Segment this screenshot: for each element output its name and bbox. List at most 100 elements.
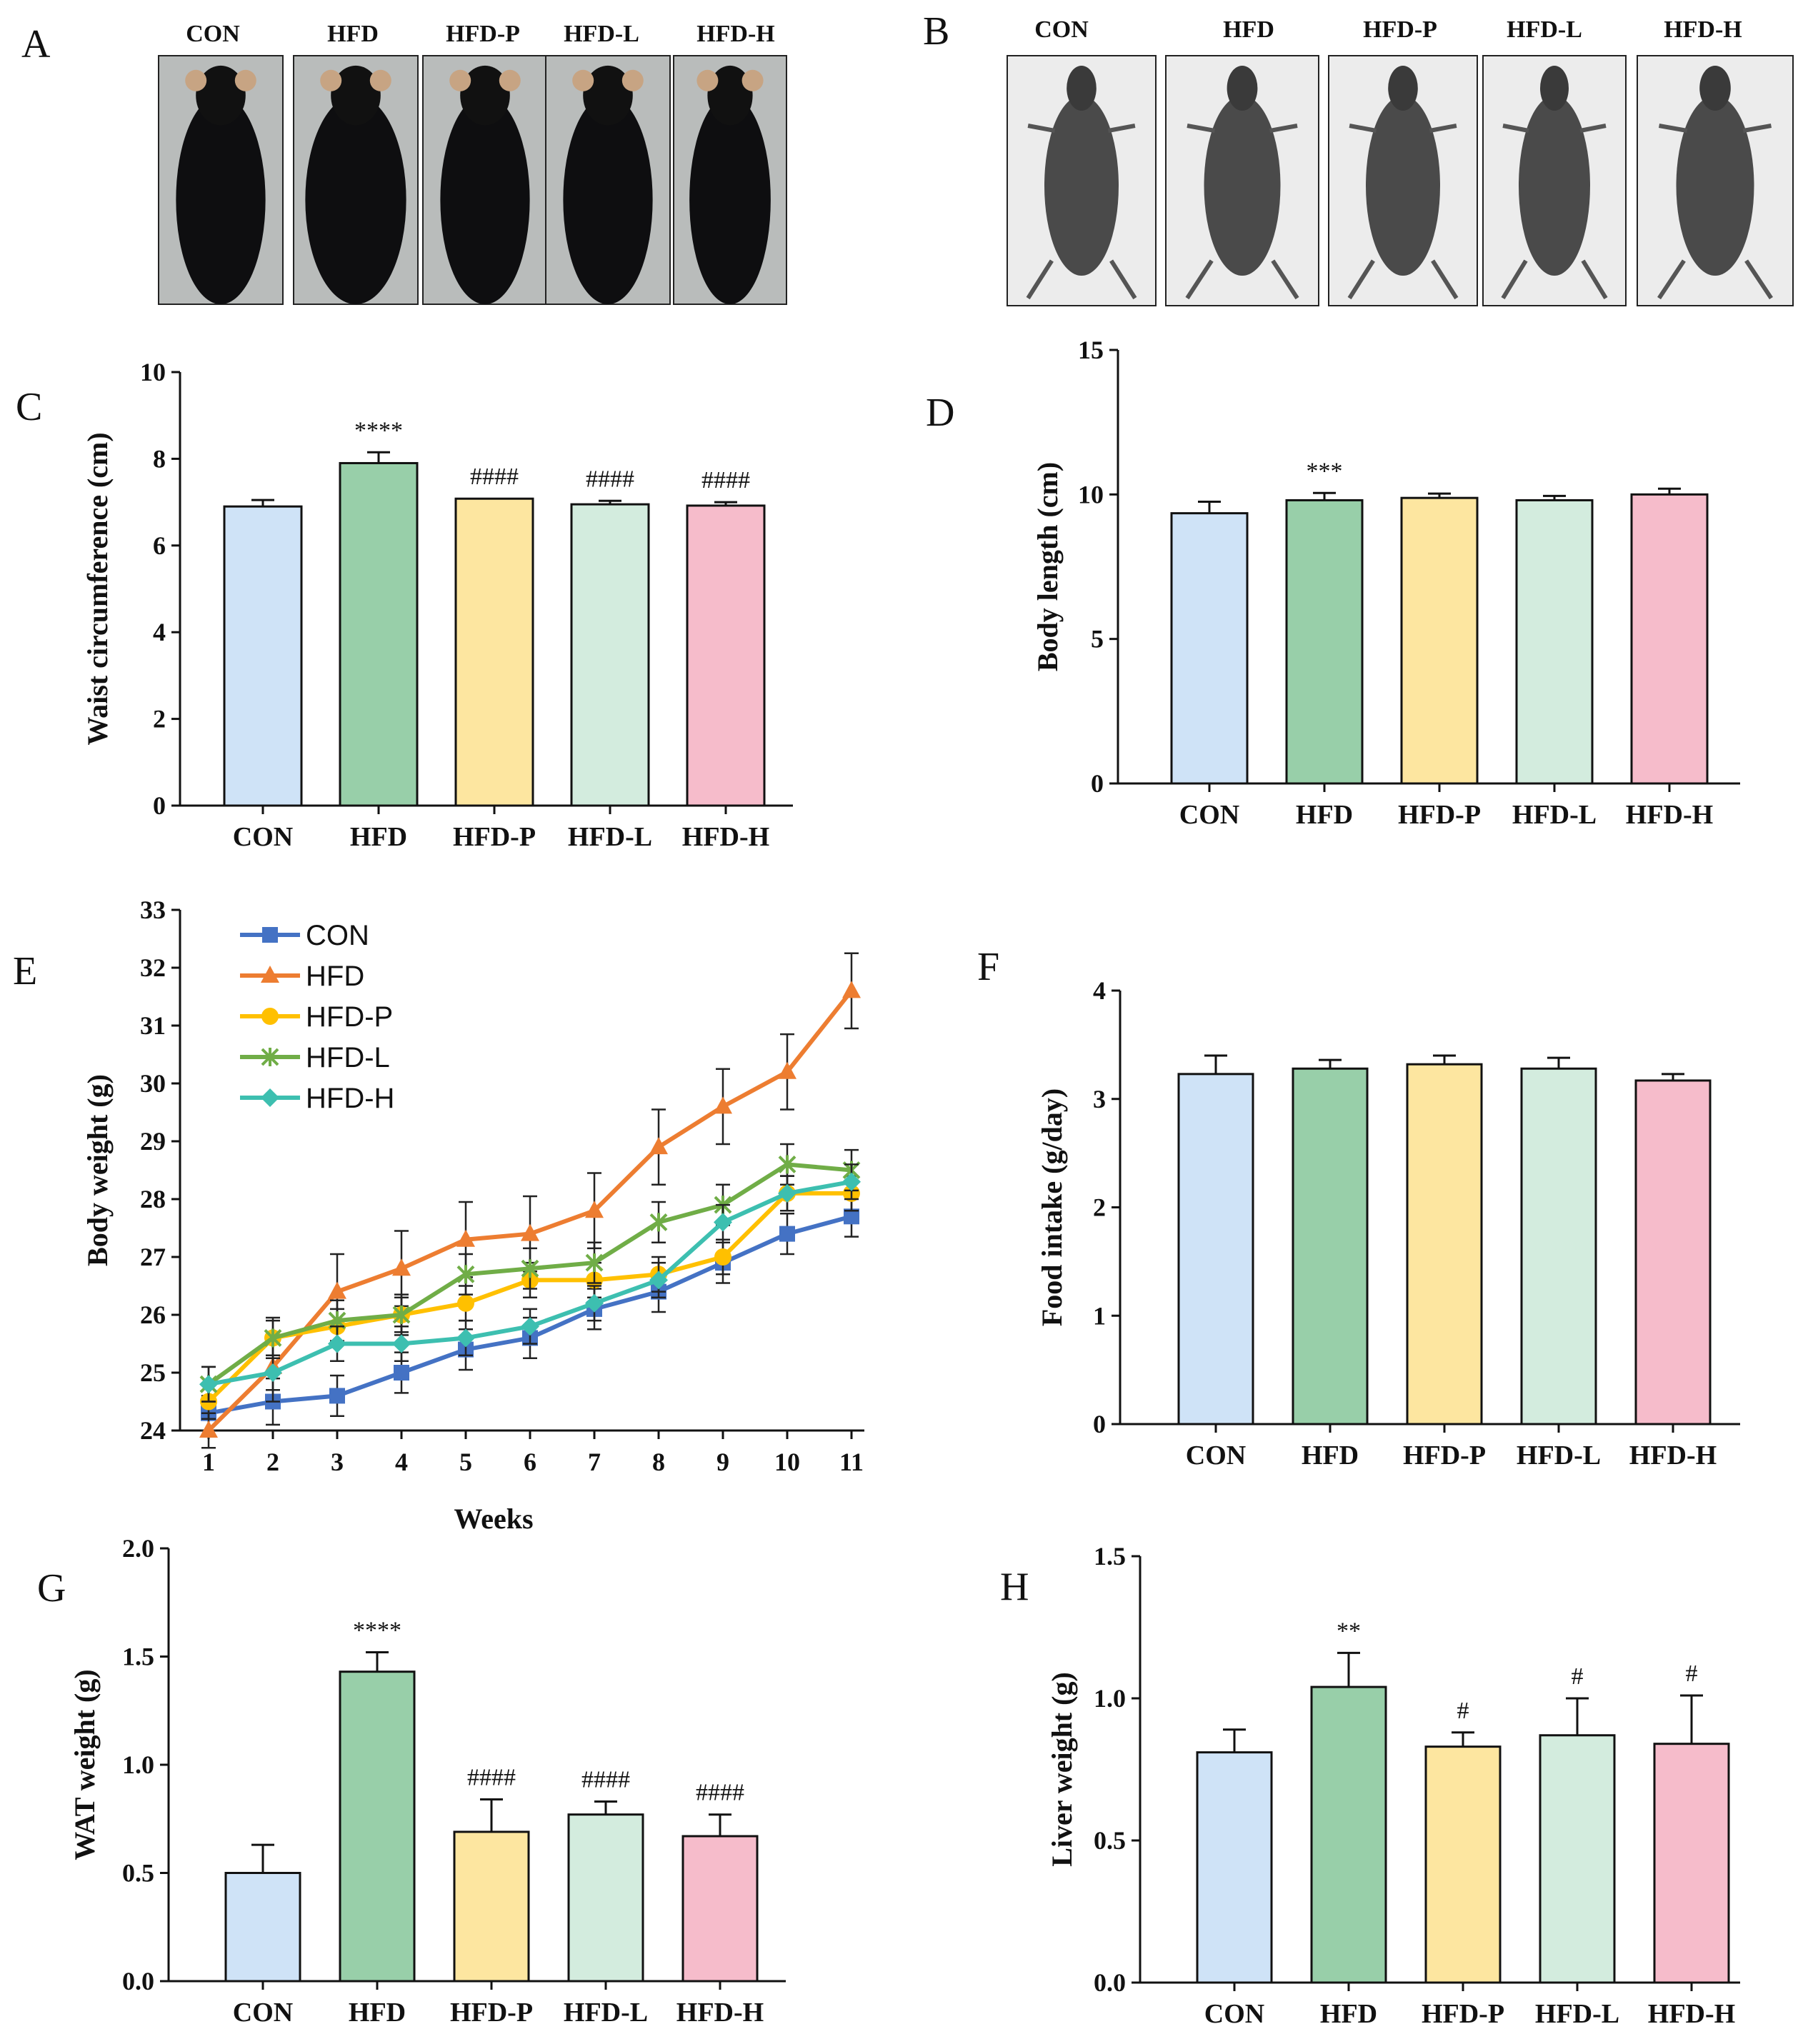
photo-title: HFD-H	[696, 21, 775, 47]
triangle-marker	[456, 1229, 475, 1247]
triangle-marker	[649, 1137, 668, 1155]
x-tick-label: HFD	[1302, 1441, 1359, 1471]
xray-limbs	[1026, 124, 1137, 300]
square-marker	[844, 1208, 859, 1225]
y-tick-label: 8	[153, 444, 166, 473]
panel-label-a: A	[21, 22, 51, 66]
significance-mark: ####	[470, 464, 519, 490]
y-tick-label: 0.0	[1094, 1968, 1126, 1997]
x-tick-label: HFD-L	[1512, 800, 1597, 830]
x-tick-label: HFD	[1296, 800, 1353, 830]
xray-limbs	[1657, 124, 1773, 300]
legend-label: HFD-L	[306, 1042, 390, 1073]
xray-title: CON	[1034, 16, 1089, 43]
xray-image-5	[1637, 55, 1794, 306]
y-axis-label: Liver weight (g)	[1046, 1672, 1078, 1867]
panel-label-c: C	[16, 385, 42, 429]
circle-marker	[714, 1248, 731, 1266]
y-tick-label: 2	[1093, 1193, 1106, 1222]
legend-label: CON	[306, 920, 369, 951]
xray-image-3	[1328, 55, 1478, 306]
y-tick-label: 26	[140, 1301, 166, 1329]
y-tick-label: 4	[1093, 976, 1106, 1005]
xray-head-shape	[1388, 66, 1418, 111]
panel-label-h: H	[1000, 1565, 1029, 1609]
significance-mark: ####	[701, 467, 750, 494]
xray-body-shape	[1204, 96, 1281, 276]
x-tick-label: CON	[1186, 1441, 1246, 1471]
bar-hfd-p	[1406, 1063, 1483, 1426]
x-tick-label: 11	[839, 1448, 864, 1476]
y-tick-label: 2.0	[122, 1534, 154, 1563]
square-marker	[262, 927, 278, 943]
x-tick-label: HFD-P	[450, 1998, 533, 2028]
ear-icon	[621, 69, 644, 91]
mouse-head-shape	[196, 65, 246, 126]
ear-icon	[499, 69, 521, 91]
triangle-marker	[261, 966, 279, 983]
ear-icon	[741, 69, 764, 91]
star-marker	[456, 1265, 475, 1284]
mouse-photo-5	[673, 55, 787, 305]
series-hfd	[199, 952, 861, 1449]
bar-hfd-p	[1400, 496, 1479, 785]
legend-label: HFD-H	[306, 1083, 394, 1114]
x-tick-label: HFD-H	[1626, 800, 1713, 830]
bar-hfd-h	[1630, 493, 1709, 785]
y-tick-label: 10	[1078, 480, 1104, 509]
y-tick-label: 1.0	[1094, 1684, 1126, 1713]
panel-label-d: D	[926, 391, 954, 435]
panel-label-b: B	[923, 9, 949, 54]
significance-mark: ####	[581, 1767, 630, 1793]
square-marker	[329, 1388, 345, 1404]
x-tick-label: 6	[524, 1448, 536, 1476]
bar-hfd-l	[1539, 1734, 1616, 1984]
diamond-marker	[521, 1317, 539, 1336]
y-axis-label: Body weight (g)	[81, 1074, 114, 1266]
diamond-marker	[264, 1363, 282, 1382]
xray-head-shape	[1699, 66, 1731, 111]
legend-item-hfd	[240, 966, 300, 983]
legend-item-hfd-h	[240, 1088, 300, 1107]
xray-title: HFD-H	[1664, 16, 1742, 43]
significance-mark: ####	[586, 466, 634, 492]
series-hfd-h	[199, 1163, 861, 1403]
x-tick-label: HFD-P	[1422, 1999, 1504, 2029]
x-tick-label: HFD-L	[1517, 1441, 1601, 1471]
y-tick-label: 33	[140, 896, 166, 924]
x-tick-label: 3	[331, 1448, 344, 1476]
y-tick-label: 1.5	[122, 1643, 154, 1671]
legend-label: HFD-P	[306, 1001, 393, 1033]
y-tick-label: 1	[1093, 1301, 1106, 1330]
bar-con	[1170, 512, 1249, 785]
y-tick-label: 30	[140, 1069, 166, 1098]
x-tick-label: HFD-L	[568, 822, 652, 852]
mouse-head-shape	[583, 65, 633, 126]
mouse-body-shape	[305, 95, 406, 304]
x-tick-label: 2	[266, 1448, 279, 1476]
xray-title: HFD-P	[1363, 16, 1437, 43]
x-tick-label: 9	[716, 1448, 729, 1476]
ear-icon	[449, 69, 471, 91]
triangle-marker	[778, 1061, 796, 1079]
mouse-body-shape	[689, 95, 771, 304]
significance-mark: ####	[467, 1764, 516, 1790]
y-tick-label: 25	[140, 1358, 166, 1387]
panel-label-g: G	[37, 1566, 66, 1610]
diamond-marker	[778, 1183, 796, 1203]
y-tick-label: 29	[140, 1127, 166, 1156]
xray-image-1	[1007, 55, 1157, 306]
panel-label-f: F	[977, 945, 999, 989]
x-tick-label: 5	[459, 1448, 472, 1476]
square-marker	[394, 1365, 409, 1381]
y-tick-label: 0.5	[1094, 1826, 1126, 1855]
photo-title: HFD	[327, 21, 379, 47]
x-tick-label: 1	[202, 1448, 215, 1476]
x-tick-label: HFD-H	[1648, 1999, 1735, 2029]
mouse-photo-1	[158, 55, 284, 305]
triangle-marker	[328, 1281, 346, 1299]
x-tick-label: CON	[1179, 800, 1239, 830]
y-tick-label: 31	[140, 1011, 166, 1040]
bar-hfd-l	[567, 1813, 644, 1983]
